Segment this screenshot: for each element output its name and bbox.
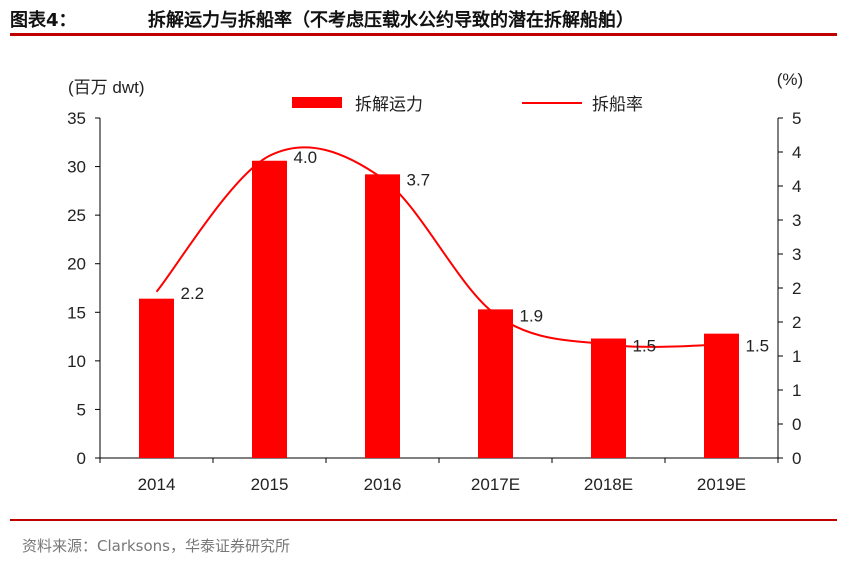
bar bbox=[591, 338, 626, 458]
rate-line bbox=[155, 146, 722, 348]
right-tick-label: 1 bbox=[792, 347, 801, 366]
figure-label: 图表4： bbox=[10, 10, 77, 31]
line-data-label: 3.7 bbox=[407, 170, 431, 189]
right-tick-label: 0 bbox=[792, 415, 801, 434]
bar bbox=[704, 333, 739, 458]
legend-bar-swatch bbox=[292, 97, 342, 108]
right-tick-label: 3 bbox=[792, 211, 801, 230]
right-tick-label: 2 bbox=[792, 279, 801, 298]
left-tick-label: 0 bbox=[77, 449, 86, 468]
right-tick-label: 5 bbox=[792, 109, 801, 128]
right-tick-label: 1 bbox=[792, 381, 801, 400]
line-data-label: 4.0 bbox=[294, 148, 318, 167]
left-tick-label: 10 bbox=[67, 352, 86, 371]
x-tick-label: 2014 bbox=[138, 475, 176, 494]
bar bbox=[365, 174, 400, 459]
legend-line-label: 拆船率 bbox=[592, 95, 643, 114]
left-axis-label: (百万 dwt) bbox=[68, 78, 145, 97]
data-labels: 2.2 4.0 3.7 1.9 1.5 1.5 bbox=[181, 148, 770, 356]
chart-title: 拆解运力与拆船率（不考虑压载水公约导致的潜在拆解船舶） bbox=[148, 10, 634, 31]
left-tick-label: 30 bbox=[67, 158, 86, 177]
right-tick-label: 3 bbox=[792, 245, 801, 264]
line-series bbox=[155, 146, 722, 348]
left-tick-label: 5 bbox=[77, 400, 86, 419]
line-data-label: 1.9 bbox=[520, 306, 544, 325]
x-tick-label: 2018E bbox=[584, 475, 633, 494]
top-rule bbox=[10, 33, 837, 36]
right-axis-label: (%) bbox=[777, 70, 803, 89]
x-tick-label: 2019E bbox=[697, 475, 746, 494]
left-tick-label: 35 bbox=[67, 109, 86, 128]
figure-header: 图表4： 拆解运力与拆船率（不考虑压载水公约导致的潜在拆解船舶） bbox=[10, 0, 837, 33]
chart-axes: 0 5 10 15 20 25 30 35 0 0 1 1 2 2 3 3 4 4 5 2014 2015 2016 201… bbox=[67, 70, 803, 494]
x-tick-label: 2015 bbox=[251, 475, 289, 494]
left-tick-label: 20 bbox=[67, 255, 86, 274]
line-data-label: 2.2 bbox=[181, 284, 205, 303]
bar bbox=[252, 160, 287, 458]
right-tick-label: 4 bbox=[792, 143, 801, 162]
legend-bar-label: 拆解运力 bbox=[355, 95, 423, 114]
bar bbox=[139, 298, 174, 458]
bar-series bbox=[139, 160, 739, 459]
right-tick-label: 4 bbox=[792, 177, 801, 196]
source-note: 资料来源：Clarksons，华泰证券研究所 bbox=[22, 537, 291, 555]
x-tick-label: 2017E bbox=[471, 475, 520, 494]
bottom-rule bbox=[10, 519, 837, 521]
bar bbox=[478, 309, 513, 458]
right-tick-label: 2 bbox=[792, 313, 801, 332]
line-data-label: 1.5 bbox=[746, 337, 770, 356]
left-tick-label: 25 bbox=[67, 206, 86, 225]
left-tick-label: 15 bbox=[67, 303, 86, 322]
right-tick-label: 0 bbox=[792, 449, 801, 468]
x-tick-label: 2016 bbox=[364, 475, 402, 494]
line-data-label: 1.5 bbox=[633, 337, 657, 356]
legend: 拆解运力 拆船率 bbox=[292, 95, 643, 114]
